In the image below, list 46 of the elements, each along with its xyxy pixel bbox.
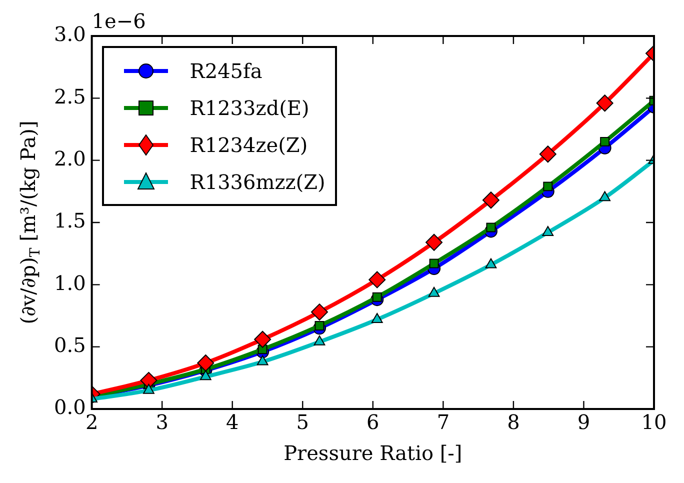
point xyxy=(486,222,496,232)
x-tick-label: 8 xyxy=(507,410,520,434)
point xyxy=(140,372,158,389)
x-tick-label: 5 xyxy=(296,410,309,434)
x-tick-label: 3 xyxy=(156,410,168,434)
point xyxy=(254,330,272,348)
x-tick-label: 2 xyxy=(85,410,98,434)
y-tick-label: 1.0 xyxy=(54,270,86,295)
legend-label: R245fa xyxy=(190,58,262,82)
x-tick-label: 10 xyxy=(641,410,667,434)
point xyxy=(426,234,443,251)
point xyxy=(543,182,553,192)
y-tick-label: 0.5 xyxy=(54,333,86,358)
y-tick-label: 0.0 xyxy=(54,395,86,420)
x-tick-label: 7 xyxy=(436,410,450,434)
point xyxy=(429,258,439,268)
point xyxy=(600,136,610,146)
point xyxy=(314,335,326,346)
text: 1e−6 xyxy=(92,9,146,34)
point xyxy=(428,286,440,297)
point xyxy=(539,146,556,163)
legend-label: R1234ze(Z) xyxy=(190,132,308,156)
point xyxy=(368,271,386,288)
y-tick-label: 3.0 xyxy=(54,22,86,46)
y-tick-label: 2.0 xyxy=(54,146,86,171)
x-tick-label: 9 xyxy=(577,410,590,434)
point xyxy=(482,192,500,209)
x-tick-label: 4 xyxy=(226,410,239,434)
y-tick-label: 2.5 xyxy=(54,84,86,108)
y-tick-label: 1.5 xyxy=(54,208,86,233)
point xyxy=(596,94,614,112)
point xyxy=(310,304,328,321)
point xyxy=(599,191,611,202)
point xyxy=(197,354,214,372)
point xyxy=(314,320,324,330)
point xyxy=(143,384,154,394)
legend-label: R1336mzz(Z) xyxy=(190,170,326,194)
x-tick-label: 6 xyxy=(366,410,380,434)
point xyxy=(542,226,554,236)
legend-label: R1233zd(E) xyxy=(190,96,310,120)
point xyxy=(200,370,212,380)
point xyxy=(256,355,268,366)
point xyxy=(485,258,497,268)
point xyxy=(371,312,383,323)
y-axis-title: (∂v/∂p)T [m³/(kg Pa)] xyxy=(16,120,44,324)
x-axis-title: Pressure Ratio [-] xyxy=(284,441,462,466)
